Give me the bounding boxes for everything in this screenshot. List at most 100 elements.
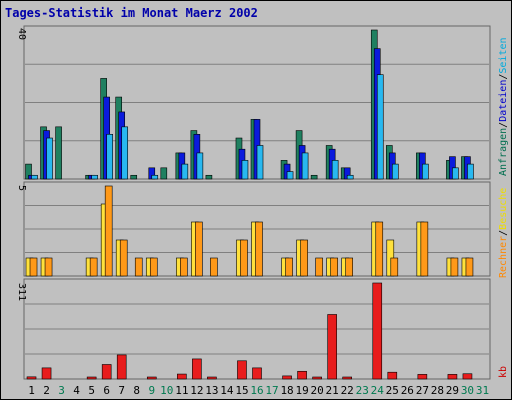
bar-kb-day-5 bbox=[86, 376, 97, 380]
bar-seiten-day-25 bbox=[391, 163, 399, 180]
bar-kb-day-7 bbox=[116, 354, 127, 380]
bar-kb-day-25 bbox=[387, 371, 398, 380]
x-axis-day-label: 6 bbox=[103, 384, 110, 397]
bar-rechner-day-1 bbox=[29, 257, 38, 277]
bar-rechner-day-6 bbox=[104, 185, 113, 277]
x-axis-day-label: 11 bbox=[175, 384, 188, 397]
x-axis-day-label: 9 bbox=[148, 384, 155, 397]
bar-anfragen-day-3 bbox=[55, 126, 62, 180]
bar-rechner-day-30 bbox=[465, 257, 474, 277]
bar-seiten-day-6 bbox=[106, 134, 113, 180]
bar-kb-day-11 bbox=[177, 373, 187, 380]
bar-seiten-day-9 bbox=[151, 174, 159, 180]
bar-kb-day-30 bbox=[462, 373, 473, 380]
legend-entry: / bbox=[498, 74, 509, 80]
x-axis-day-label: 25 bbox=[386, 384, 399, 397]
bar-rechner-day-13 bbox=[210, 257, 218, 277]
x-axis-day-label: 31 bbox=[476, 384, 489, 397]
bar-rechner-day-7 bbox=[119, 239, 128, 277]
bar-seiten-day-18 bbox=[286, 171, 294, 180]
bar-kb-day-27 bbox=[417, 374, 428, 380]
bar-rechner-day-25 bbox=[390, 257, 399, 277]
bar-anfragen-day-20 bbox=[310, 174, 318, 180]
legend-entry: Rechner bbox=[498, 236, 509, 278]
bar-kb-day-29 bbox=[447, 374, 458, 380]
x-axis-day-label: 26 bbox=[401, 384, 414, 397]
bar-kb-day-2 bbox=[41, 367, 52, 380]
x-axis-day-label: 3 bbox=[58, 384, 65, 397]
bar-rechner-day-21 bbox=[330, 257, 338, 277]
bar-seiten-day-27 bbox=[422, 163, 429, 180]
x-axis-day-label: 16 bbox=[250, 384, 263, 397]
bar-kb-day-6 bbox=[101, 364, 112, 380]
bar-seiten-day-16 bbox=[256, 145, 264, 180]
x-axis-day-label: 27 bbox=[416, 384, 429, 397]
x-axis-day-label: 14 bbox=[220, 384, 234, 397]
bar-rechner-day-29 bbox=[450, 257, 459, 277]
legend-entry: kb bbox=[498, 366, 509, 378]
x-axis-day-label: 24 bbox=[371, 384, 385, 397]
x-axis-day-label: 28 bbox=[431, 384, 444, 397]
bar-anfragen-day-13 bbox=[205, 174, 213, 180]
panel-1-series-legend: Anfragen/Dateien/Seiten bbox=[498, 37, 509, 176]
bar-seiten-day-7 bbox=[121, 126, 129, 180]
bar-rechner-day-12 bbox=[195, 221, 203, 277]
bar-kb-day-9 bbox=[146, 376, 157, 380]
x-axis-day-label: 20 bbox=[311, 384, 324, 397]
bar-kb-day-19 bbox=[297, 370, 307, 380]
x-axis-day-label: 1 bbox=[28, 384, 35, 397]
x-axis-day-label: 8 bbox=[133, 384, 140, 397]
bar-rechner-day-9 bbox=[149, 257, 158, 277]
bar-rechner-day-5 bbox=[89, 257, 98, 277]
bar-anfragen-day-8 bbox=[130, 174, 138, 180]
x-axis-day-label: 7 bbox=[118, 384, 125, 397]
bar-rechner-day-15 bbox=[240, 239, 248, 277]
bar-seiten-day-1 bbox=[31, 174, 38, 180]
x-axis-day-label: 22 bbox=[341, 384, 354, 397]
bar-seiten-day-15 bbox=[241, 160, 249, 180]
x-axis-day-label: 21 bbox=[326, 384, 339, 397]
chart-title: Tages-Statistik im Monat Maerz 2002 bbox=[5, 6, 258, 20]
bar-kb-day-15 bbox=[237, 360, 247, 380]
x-axis-day-label: 23 bbox=[356, 384, 369, 397]
bar-rechner-day-24 bbox=[375, 221, 384, 277]
bar-seiten-day-21 bbox=[331, 160, 339, 180]
bar-seiten-day-19 bbox=[301, 152, 309, 180]
bar-seiten-day-2 bbox=[46, 137, 53, 180]
legend-entry: / bbox=[498, 230, 509, 236]
legend-entry: Seiten bbox=[498, 37, 509, 73]
legend-entry: / bbox=[498, 122, 509, 128]
bar-seiten-day-29 bbox=[452, 167, 459, 180]
x-axis-day-label: 18 bbox=[280, 384, 293, 397]
bar-kb-day-13 bbox=[207, 376, 217, 380]
x-axis-day-label: 2 bbox=[43, 384, 50, 397]
bar-rechner-day-22 bbox=[345, 257, 353, 277]
bar-seiten-day-11 bbox=[181, 163, 189, 180]
bar-kb-day-16 bbox=[252, 367, 262, 380]
bar-anfragen-day-10 bbox=[160, 167, 168, 180]
bar-rechner-day-8 bbox=[134, 257, 143, 277]
panel-2-series-legend: Rechner/Besuche bbox=[498, 188, 509, 278]
x-axis-day-label: 12 bbox=[190, 384, 203, 397]
bar-seiten-day-12 bbox=[196, 152, 204, 180]
x-axis-day-label: 5 bbox=[88, 384, 95, 397]
x-axis-day-label: 19 bbox=[295, 384, 308, 397]
x-axis-day-label: 10 bbox=[160, 384, 173, 397]
panel-3-series-legend: kb bbox=[498, 366, 509, 378]
x-axis-day-label: 30 bbox=[461, 384, 474, 397]
legend-entry: Besuche bbox=[498, 188, 509, 230]
bar-kb-day-21 bbox=[327, 314, 337, 380]
legend-entry: Dateien bbox=[498, 80, 509, 122]
bar-rechner-day-19 bbox=[300, 239, 308, 277]
panel-3-y-max-label: 311 bbox=[16, 283, 27, 301]
bar-kb-day-1 bbox=[26, 376, 37, 380]
x-axis-day-label: 15 bbox=[235, 384, 248, 397]
bar-kb-day-12 bbox=[192, 358, 202, 380]
bar-kb-day-22 bbox=[342, 376, 352, 380]
bar-seiten-day-30 bbox=[467, 163, 474, 180]
x-axis-day-label: 17 bbox=[265, 384, 278, 397]
bars bbox=[25, 29, 474, 380]
legend-entry: Anfragen bbox=[498, 128, 509, 176]
bar-seiten-day-5 bbox=[91, 174, 98, 180]
